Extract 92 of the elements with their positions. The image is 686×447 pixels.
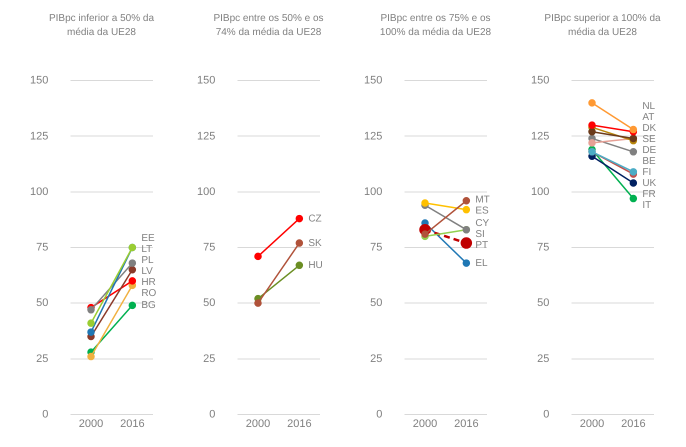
y-tick-label: 75 — [537, 242, 550, 254]
point — [460, 237, 472, 249]
y-tick-label: 50 — [36, 297, 48, 310]
y-tick-label: 25 — [537, 352, 550, 365]
series-label: NL — [642, 101, 656, 112]
y-tick-label: 0 — [543, 408, 550, 420]
point — [254, 252, 262, 260]
series-label: LT — [141, 244, 152, 255]
point — [128, 277, 136, 285]
x-tick-label: 2000 — [246, 418, 270, 430]
series-label: AT — [642, 112, 654, 124]
point — [462, 206, 470, 214]
y-tick-label: 0 — [209, 408, 216, 420]
point — [296, 214, 304, 222]
y-tick-label: 125 — [530, 130, 550, 142]
x-tick-label: 2016 — [621, 418, 646, 430]
y-tick-label: 100 — [196, 186, 216, 198]
x-tick-label: 2000 — [580, 418, 604, 430]
y-tick-label: 150 — [530, 74, 550, 87]
y-tick-label: 75 — [36, 242, 48, 254]
point — [588, 139, 596, 147]
series-label: SE — [642, 134, 656, 146]
series-label: BG — [141, 300, 156, 312]
series-label: LV — [141, 266, 154, 277]
series-label: EL — [475, 258, 488, 269]
series-label: DE — [642, 145, 657, 156]
point — [630, 194, 638, 202]
y-tick-label: 100 — [30, 186, 48, 198]
point — [630, 126, 638, 134]
y-tick-label: 100 — [530, 186, 550, 198]
point — [87, 328, 95, 336]
y-tick-label: 0 — [42, 408, 48, 420]
series-label: SI — [475, 228, 485, 240]
point — [630, 179, 638, 187]
x-tick-label: 2016 — [287, 418, 312, 430]
y-tick-label: 125 — [30, 130, 48, 142]
point — [462, 197, 470, 205]
y-tick-label: 75 — [370, 242, 382, 254]
series-label: CY — [475, 218, 490, 229]
series-label: DK — [642, 123, 657, 134]
series-label: CZ — [308, 213, 322, 224]
point — [87, 306, 95, 314]
chart-title: PIBpc superior a 100% da média da UE28 — [543, 12, 662, 40]
y-tick-label: 50 — [203, 297, 216, 310]
point — [296, 239, 304, 247]
x-tick-label: 2016 — [454, 418, 479, 430]
series-label: MT — [475, 194, 490, 206]
point — [630, 148, 638, 156]
y-tick-label: 50 — [537, 297, 550, 310]
y-tick-label: 150 — [30, 74, 48, 87]
y-tick-label: 150 — [196, 74, 216, 87]
y-tick-label: 150 — [364, 74, 382, 87]
point — [87, 352, 95, 360]
chart-title: PIBpc entre os 50% e os 74% da média da UE28 — [212, 12, 325, 40]
series-label: SK — [308, 238, 322, 249]
y-tick-label: 50 — [370, 297, 382, 310]
y-tick-label: 100 — [364, 186, 382, 198]
y-tick-label: 75 — [203, 242, 216, 254]
series-label: BE — [642, 156, 656, 168]
point — [588, 99, 596, 107]
series-label: PL — [141, 254, 154, 266]
series-label: ES — [475, 205, 490, 216]
series-label: HU — [308, 260, 323, 272]
series-label: RO — [141, 288, 157, 299]
chart-title: PIBpc inferior a 50% da média da UE28 — [48, 12, 156, 40]
point — [87, 319, 95, 327]
point — [128, 266, 136, 274]
point — [128, 259, 136, 267]
point — [254, 299, 262, 307]
series-label: EE — [141, 232, 156, 244]
point — [462, 259, 470, 267]
x-tick-label: 2016 — [120, 418, 145, 430]
y-tick-label: 0 — [376, 408, 382, 420]
series-label: FR — [642, 189, 656, 200]
y-tick-label: 25 — [203, 352, 216, 365]
chart-title: PIBpc entre os 75% e os 100% da média da UE28 — [378, 12, 492, 40]
series-label: PT — [475, 240, 488, 251]
x-tick-label: 2000 — [412, 418, 438, 430]
x-tick-label: 2000 — [78, 418, 104, 430]
y-tick-label: 125 — [196, 130, 216, 142]
point — [296, 262, 304, 270]
point — [588, 121, 596, 129]
series-label: UK — [642, 178, 657, 190]
point — [128, 302, 136, 310]
series-label: IT — [642, 200, 652, 212]
y-tick-label: 125 — [364, 130, 382, 142]
y-tick-label: 25 — [370, 352, 382, 365]
series-label: FI — [642, 167, 652, 178]
point — [588, 128, 596, 136]
y-tick-label: 25 — [36, 352, 48, 365]
series-label: HR — [141, 276, 156, 288]
point — [421, 230, 429, 238]
